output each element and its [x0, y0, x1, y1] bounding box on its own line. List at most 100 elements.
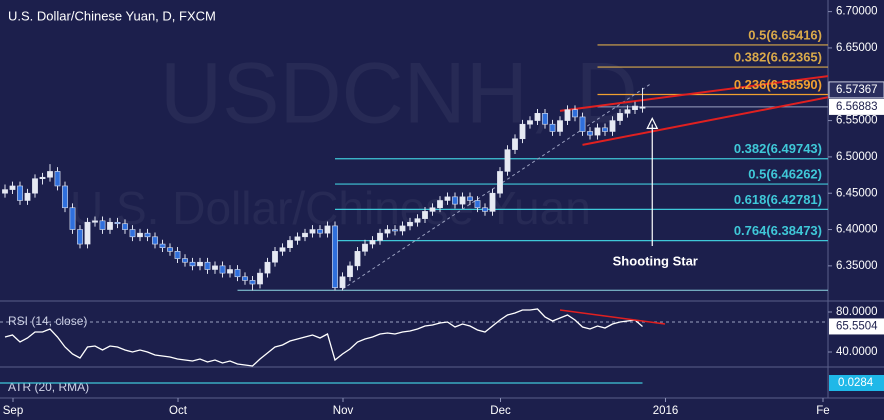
- candle-body: [2, 189, 8, 194]
- price-box-label: 6.57367: [836, 84, 878, 96]
- candle-body: [249, 280, 256, 285]
- candle-body: [54, 171, 61, 187]
- fib-label: 0.382(6.62365): [734, 50, 822, 65]
- y-tick-label: 40.0000: [836, 346, 878, 358]
- rsi-title: RSI (14, close): [8, 314, 87, 328]
- candle-body: [609, 120, 616, 132]
- candle-body: [107, 221, 113, 230]
- candle-body: [234, 269, 241, 278]
- candle-body: [437, 200, 443, 209]
- candle-body: [17, 185, 23, 201]
- candle-body: [527, 120, 533, 125]
- candle-body: [384, 229, 391, 234]
- y-tick-label: 6.65000: [836, 42, 878, 54]
- fib-label: 0.236(6.58590): [734, 77, 822, 92]
- candle-body: [332, 225, 338, 288]
- candle-body: [504, 149, 511, 172]
- y-tick-label: 6.45000: [836, 187, 878, 199]
- x-tick-label: Dec: [490, 405, 511, 417]
- candle-body: [212, 265, 218, 270]
- fib-label: 0.764(6.38473): [734, 223, 822, 238]
- candle-body: [392, 229, 398, 232]
- plot-area: [2, 44, 828, 291]
- candle-body: [594, 127, 601, 136]
- atr-box-label: 0.0284: [838, 377, 874, 389]
- candle-body: [317, 229, 323, 234]
- candle-body: [9, 185, 16, 190]
- candle-body: [287, 240, 293, 248]
- candle-body: [542, 113, 548, 125]
- watermark: USDCNH, D: [160, 46, 638, 142]
- y-tick-label: 6.70000: [836, 6, 878, 18]
- candle-body: [84, 221, 91, 245]
- y-tick-label: 80.0000: [836, 306, 878, 318]
- atr-box: [829, 375, 884, 391]
- fib-label: 0.382(6.49743): [734, 141, 822, 156]
- x-tick-label: 2016: [653, 405, 679, 417]
- candle-body: [159, 243, 166, 248]
- candle-body: [167, 247, 173, 252]
- candle-body: [452, 196, 458, 205]
- candle-body: [497, 171, 503, 194]
- candle-body: [324, 225, 331, 234]
- candle-body: [347, 265, 353, 278]
- chart-title: U.S. Dollar/Chinese Yuan, D, FXCM: [8, 8, 216, 23]
- trendline: [582, 96, 828, 146]
- candle-body: [549, 123, 556, 132]
- price-box: [829, 98, 884, 115]
- candle-body: [564, 109, 571, 121]
- candle-body: [144, 232, 151, 238]
- candle-body: [602, 127, 608, 132]
- candle-body: [362, 243, 368, 252]
- price-box-label: 6.56883: [836, 101, 878, 113]
- x-tick-label: Fe: [816, 405, 829, 417]
- candle-body: [339, 276, 346, 288]
- candle-body: [429, 207, 436, 212]
- candle-body: [129, 229, 136, 238]
- candle-body: [257, 272, 263, 285]
- candle-body: [459, 196, 466, 205]
- candle-body: [279, 247, 286, 252]
- candle-body: [294, 236, 301, 241]
- rsi-box-label: 65.5504: [836, 320, 878, 332]
- candle-body: [47, 171, 53, 178]
- watermark: U.S. Dollar/Chinese Yuan: [70, 182, 591, 234]
- fib-label: 0.5(6.65416): [748, 27, 822, 42]
- candle-body: [62, 185, 68, 209]
- candle-body: [204, 261, 211, 270]
- candle-body: [69, 207, 76, 230]
- annotation-label: Shooting Star: [613, 253, 698, 268]
- arrow-head: [646, 117, 659, 130]
- fib-label: 0.618(6.42781): [734, 192, 822, 207]
- candle-body: [272, 251, 278, 263]
- candle-body: [587, 131, 593, 136]
- candle-body: [92, 220, 98, 223]
- candle-body: [624, 109, 631, 114]
- candle-body: [137, 232, 143, 238]
- candle-body: [407, 221, 413, 227]
- rsi-trendline: [559, 309, 666, 325]
- candle-body: [399, 225, 406, 232]
- atr-title: ATR (20, RMA): [8, 380, 89, 394]
- candle-body: [632, 105, 638, 110]
- candle-body: [309, 229, 316, 234]
- candle-body: [467, 196, 473, 201]
- rsi-line: [4, 308, 643, 367]
- candle-body: [377, 232, 383, 241]
- y-tick-label: 6.50000: [836, 151, 878, 163]
- candle-body: [242, 276, 248, 281]
- candle-body: [519, 123, 526, 140]
- candle-body: [512, 138, 518, 150]
- y-tick-label: 6.40000: [836, 224, 878, 236]
- candle-body: [474, 200, 481, 209]
- candle-body: [152, 236, 158, 245]
- candle-body: [114, 221, 121, 225]
- trendline: [342, 83, 651, 290]
- fib-label: 0.5(6.46262): [748, 166, 822, 181]
- x-tick-label: Oct: [169, 405, 188, 417]
- candle-body: [182, 258, 188, 263]
- candle-body: [174, 251, 181, 259]
- candle-body: [572, 109, 578, 118]
- candle-body: [39, 176, 46, 179]
